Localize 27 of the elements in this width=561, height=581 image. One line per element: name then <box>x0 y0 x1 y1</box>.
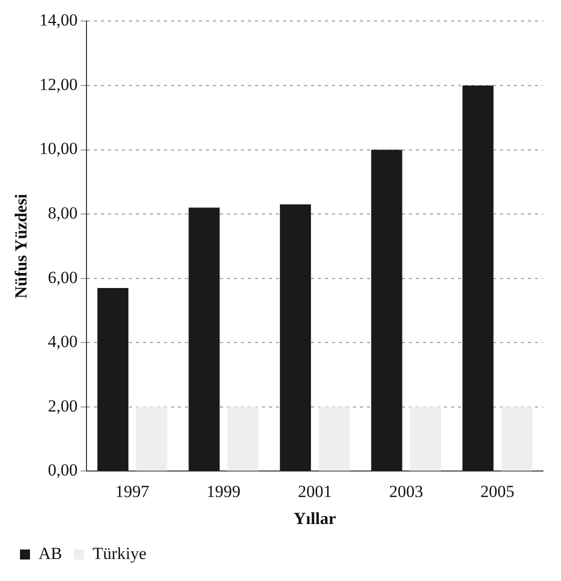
x-tick-label: 2003 <box>389 482 424 501</box>
x-tick-label: 2001 <box>298 482 332 501</box>
x-tick-label: 1999 <box>206 482 241 501</box>
y-tick-label: 0,00 <box>48 460 78 480</box>
bar <box>136 406 168 471</box>
x-tick-label: 2005 <box>480 482 514 501</box>
bar <box>97 288 128 471</box>
legend-label: Türkiye <box>92 544 146 563</box>
x-tick-label: 1997 <box>115 482 150 501</box>
y-tick-label: 6,00 <box>48 268 78 287</box>
bar <box>188 208 220 471</box>
bar <box>501 406 532 471</box>
bar <box>280 204 311 471</box>
y-tick-label: 14,00 <box>39 10 78 30</box>
bar <box>318 406 350 471</box>
bar <box>227 406 258 471</box>
legend-label: AB <box>38 544 62 563</box>
bar <box>410 406 442 471</box>
y-axis-title: Nüfus Yüzdesi <box>12 194 31 299</box>
y-tick-label: 4,00 <box>48 332 78 352</box>
bar <box>462 85 494 471</box>
bar <box>371 150 402 471</box>
y-tick-label: 10,00 <box>39 139 78 158</box>
y-tick-label: 8,00 <box>48 204 78 223</box>
y-tick-label: 2,00 <box>48 396 78 416</box>
x-axis-title: Yıllar <box>294 509 337 528</box>
y-tick-label: 12,00 <box>39 74 78 94</box>
